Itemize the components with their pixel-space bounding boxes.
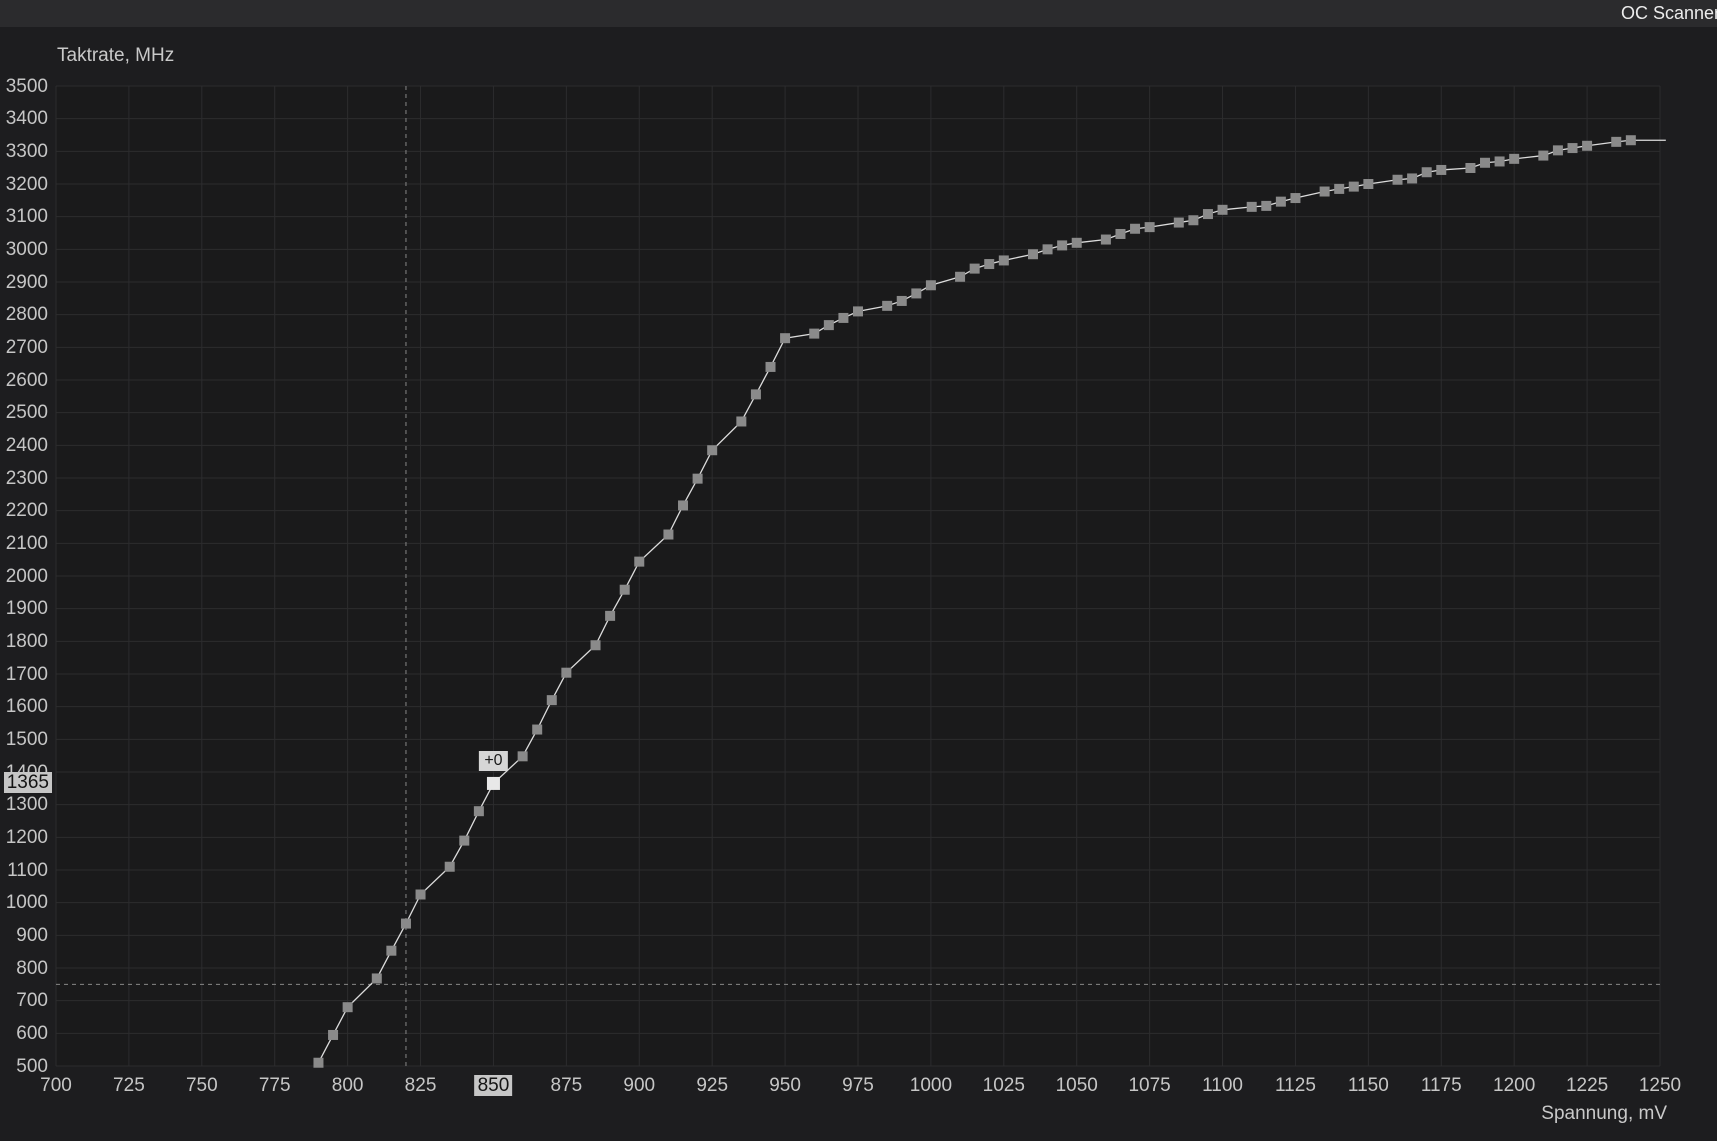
vf-point[interactable]: [532, 724, 543, 735]
vf-point[interactable]: [1625, 135, 1636, 146]
vf-point[interactable]: [634, 556, 645, 567]
vf-point[interactable]: [882, 300, 893, 311]
vf-point[interactable]: [780, 333, 791, 344]
vf-point[interactable]: [955, 271, 966, 282]
vf-point-selected[interactable]: [486, 776, 500, 790]
vf-point[interactable]: [473, 806, 484, 817]
vf-point[interactable]: [1173, 217, 1184, 228]
vf-point[interactable]: [1057, 240, 1068, 251]
vf-point[interactable]: [371, 973, 382, 984]
vf-point[interactable]: [1509, 153, 1520, 164]
vf-point[interactable]: [459, 835, 470, 846]
vf-point[interactable]: [1582, 140, 1593, 151]
vf-point[interactable]: [1130, 223, 1141, 234]
vf-point[interactable]: [1392, 174, 1403, 185]
vf-point[interactable]: [853, 306, 863, 317]
vf-point[interactable]: [896, 295, 907, 306]
vf-point[interactable]: [998, 255, 1009, 266]
vf-point[interactable]: [663, 529, 674, 540]
vf-point[interactable]: [1217, 204, 1228, 215]
vf-point[interactable]: [1319, 186, 1330, 197]
vf-point[interactable]: [1348, 181, 1359, 192]
vf-point[interactable]: [1436, 164, 1447, 175]
window-titlebar[interactable]: OC Scanner: [0, 0, 1717, 27]
vf-point[interactable]: [619, 584, 630, 595]
vf-point[interactable]: [342, 1002, 353, 1013]
vf-point[interactable]: [809, 328, 820, 339]
vf-point[interactable]: [1480, 157, 1491, 168]
window-title: OC Scanner: [1620, 3, 1717, 23]
vf-point[interactable]: [1552, 145, 1563, 156]
vf-point[interactable]: [984, 259, 995, 270]
vf-point[interactable]: [736, 416, 747, 427]
vf-point[interactable]: [1421, 167, 1432, 178]
vf-point[interactable]: [1275, 196, 1286, 207]
vf-point[interactable]: [1071, 237, 1082, 248]
vf-point[interactable]: [678, 500, 689, 511]
vf-point[interactable]: [1202, 209, 1213, 220]
vf-point[interactable]: [1290, 193, 1301, 204]
vf-point[interactable]: [911, 288, 922, 299]
vf-point[interactable]: [707, 445, 718, 456]
vf-point[interactable]: [400, 918, 411, 929]
vf-point[interactable]: [546, 695, 557, 706]
vf-point[interactable]: [444, 861, 455, 872]
vf-point[interactable]: [328, 1029, 339, 1040]
vf-point[interactable]: [1538, 150, 1549, 161]
vf-point[interactable]: [605, 610, 616, 621]
vf-point[interactable]: [313, 1057, 324, 1068]
vf-point[interactable]: [1115, 228, 1126, 239]
vf-point[interactable]: [823, 320, 834, 331]
vf-point[interactable]: [1611, 136, 1622, 147]
vf-point[interactable]: [415, 889, 426, 900]
vf-point[interactable]: [1246, 201, 1257, 212]
vf-point[interactable]: [561, 667, 572, 678]
vf-point[interactable]: [969, 263, 980, 274]
vf-point[interactable]: [1027, 249, 1038, 260]
vf-point[interactable]: [1465, 162, 1476, 173]
vf-point[interactable]: [1334, 183, 1345, 194]
vf-point[interactable]: [765, 361, 776, 372]
vf-point[interactable]: [838, 312, 849, 323]
vf-point[interactable]: [750, 389, 761, 400]
vf-point[interactable]: [1567, 143, 1578, 154]
vf-point[interactable]: [1363, 179, 1374, 189]
vf-point[interactable]: [1407, 173, 1418, 184]
vf-point[interactable]: [1188, 215, 1199, 226]
vf-point[interactable]: [1144, 222, 1155, 233]
vf-point[interactable]: [1042, 244, 1053, 255]
vf-point[interactable]: [1100, 234, 1111, 245]
vf-point[interactable]: [692, 473, 703, 484]
vf-point[interactable]: [1261, 200, 1272, 211]
vf-point[interactable]: [517, 751, 528, 762]
vf-point[interactable]: [590, 640, 601, 651]
vf-point[interactable]: [925, 280, 936, 291]
vf-point[interactable]: [386, 945, 397, 956]
vf-point[interactable]: [1494, 156, 1505, 167]
